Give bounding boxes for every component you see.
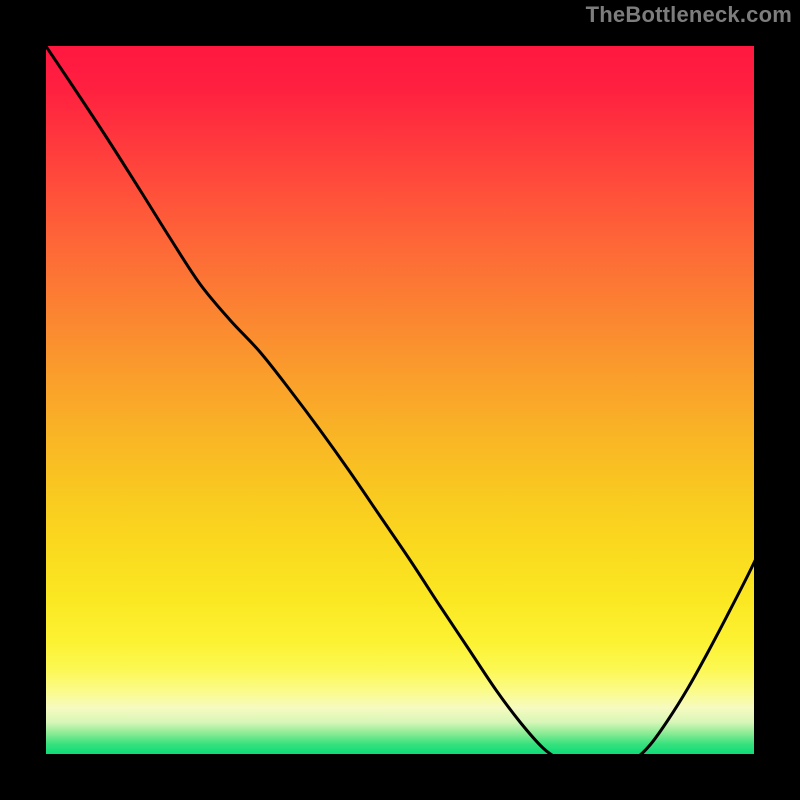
chart-container: TheBottleneck.com [0,0,800,800]
bottleneck-chart [0,0,800,800]
watermark-text: TheBottleneck.com [586,2,792,28]
chart-background [46,46,754,754]
